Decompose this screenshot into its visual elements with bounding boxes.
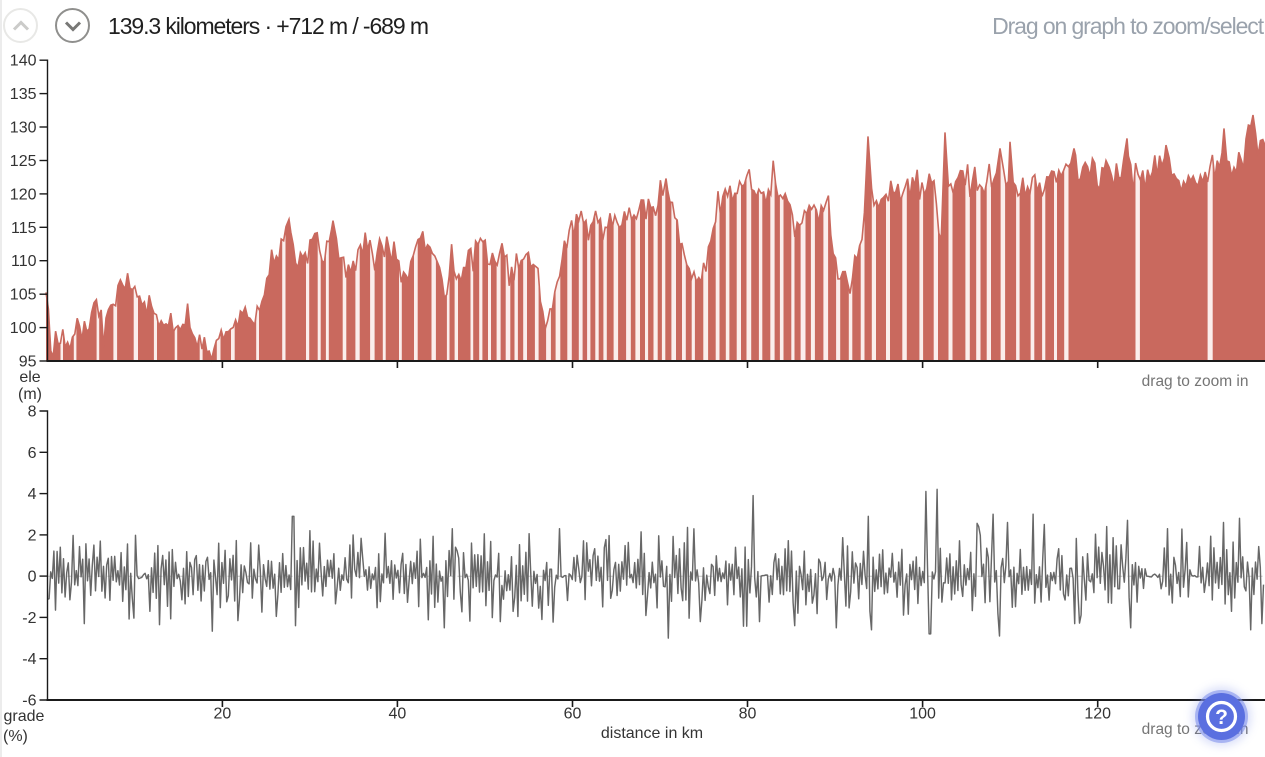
svg-text:20: 20 (214, 706, 232, 723)
svg-text:-2: -2 (22, 610, 36, 627)
svg-text:125: 125 (10, 153, 37, 170)
svg-text:-4: -4 (22, 651, 36, 668)
svg-text:6: 6 (28, 445, 37, 462)
svg-text:120: 120 (10, 186, 37, 203)
svg-text:(m): (m) (18, 386, 42, 403)
svg-text:grade: grade (4, 708, 45, 725)
svg-text:distance in km: distance in km (601, 725, 703, 742)
svg-text:60: 60 (564, 706, 582, 723)
svg-text:4: 4 (28, 486, 37, 503)
svg-text:105: 105 (10, 287, 37, 304)
svg-text:115: 115 (11, 220, 37, 237)
svg-text:140: 140 (10, 53, 37, 70)
svg-text:?: ? (1215, 706, 1228, 729)
svg-text:-6: -6 (22, 693, 36, 710)
svg-text:80: 80 (739, 706, 757, 723)
svg-text:135: 135 (10, 86, 37, 103)
svg-text:120: 120 (1084, 706, 1111, 723)
svg-text:100: 100 (10, 320, 37, 337)
svg-text:40: 40 (389, 706, 407, 723)
svg-text:8: 8 (28, 404, 37, 421)
svg-text:0: 0 (28, 569, 37, 586)
svg-text:110: 110 (11, 253, 37, 270)
svg-text:drag to zoom in: drag to zoom in (1142, 373, 1249, 390)
svg-text:2: 2 (28, 527, 37, 544)
svg-text:130: 130 (10, 120, 37, 137)
svg-text:95: 95 (19, 354, 37, 371)
svg-text:(%): (%) (3, 728, 28, 745)
svg-text:ele: ele (19, 369, 40, 386)
svg-text:100: 100 (909, 706, 936, 723)
